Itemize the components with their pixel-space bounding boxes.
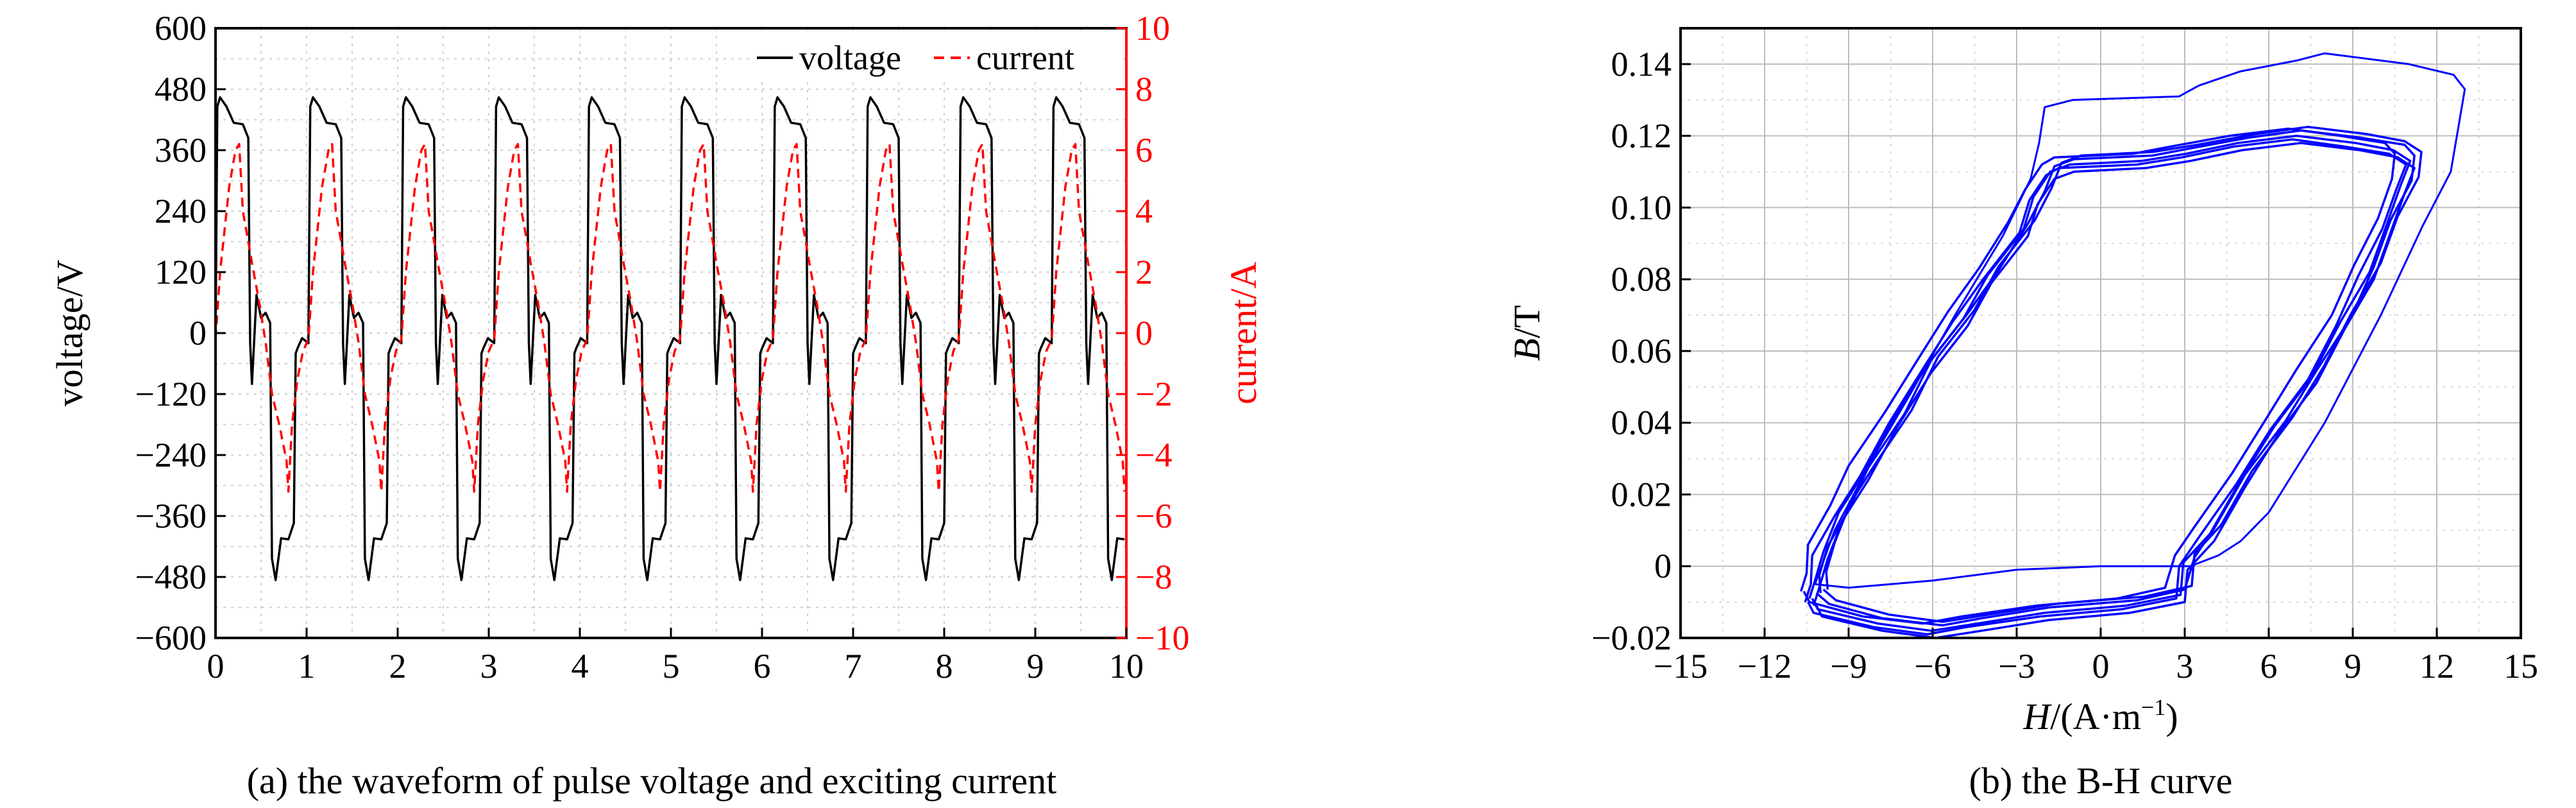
y2-tick-label: 6 [1135, 131, 1153, 169]
x-tick-label: −9 [1830, 647, 1867, 685]
bh-loop [1815, 129, 2416, 627]
y2-tick-label: 8 [1135, 70, 1153, 108]
x-tick-label: 9 [2344, 647, 2362, 685]
y2-tick-label: −10 [1135, 619, 1189, 657]
bh-loop [1812, 142, 2416, 639]
y2-tick-label: −6 [1135, 497, 1172, 535]
y-tick-label: −600 [135, 619, 207, 657]
chart-b-y-ticks: 0.14 0.12 0.10 0.08 0.06 0.04 0.02 0 −0.02 [1591, 45, 1691, 657]
bh-curve [1800, 52, 2466, 639]
y-tick-label: 0 [1654, 547, 1672, 585]
chart-a-y2-axis-label: current/A [1223, 262, 1264, 404]
y-tick-label: 360 [155, 131, 207, 169]
y-tick-label: 120 [155, 253, 207, 291]
y2-tick-label: −4 [1135, 436, 1172, 474]
y-tick-label: 0.12 [1611, 117, 1672, 155]
chart-b-x-ticks: −15 −12 −9 −6 −3 0 3 6 9 12 15 [1654, 628, 2538, 685]
y-tick-label: −0.02 [1591, 619, 1672, 657]
current-series [214, 142, 1126, 493]
y-tick-label: −120 [135, 375, 207, 413]
chart-b-y-var: B [1506, 338, 1548, 361]
y2-tick-label: 0 [1135, 314, 1153, 352]
voltage-series [214, 96, 1125, 581]
bh-outer-loop [1814, 52, 2466, 589]
x-tick-label: 0 [2092, 647, 2110, 685]
y-tick-label: 0 [189, 314, 207, 352]
x-tick-label: 0 [207, 647, 225, 685]
legend-voltage-label: voltage [799, 39, 901, 77]
x-tick-label: 12 [2419, 647, 2454, 685]
chart-b-y-unit: /T [1506, 305, 1548, 339]
bh-loop [1800, 127, 2396, 625]
chart-b-y-axis-label: B/T [1506, 305, 1548, 361]
x-tick-label: 9 [1027, 647, 1044, 685]
x-tick-label: 3 [480, 647, 498, 685]
chart-b-x-var: H [2022, 696, 2052, 737]
chart-a-y2-ticks: 10 8 6 4 2 0 −2 −4 −6 −8 −10 [1116, 9, 1189, 657]
x-tick-label: 6 [754, 647, 771, 685]
x-tick-label: 8 [936, 647, 953, 685]
chart-b-x-close: ) [2165, 696, 2178, 737]
x-tick-label: 10 [1109, 647, 1144, 685]
current-line [214, 142, 1126, 493]
x-tick-label: 5 [663, 647, 680, 685]
chart-a-x-ticks: 0 1 2 3 4 5 6 7 8 9 10 [207, 628, 1144, 685]
y-tick-label: 0.10 [1611, 188, 1672, 227]
chart-b-x-sup: −1 [2141, 694, 2165, 720]
y-tick-label: 0.14 [1611, 45, 1672, 83]
legend-current-label: current [976, 39, 1074, 77]
y-tick-label: −360 [135, 497, 207, 535]
y-tick-label: 600 [155, 9, 207, 47]
y-tick-label: 0.08 [1611, 260, 1672, 298]
y2-tick-label: 4 [1135, 192, 1153, 230]
chart-a: 0 1 2 3 4 5 6 7 8 9 10 6004803602401200−120−240−36… [49, 9, 1264, 802]
chart-a-y-ticks: 600 480 360 240 120 0 −120 −240 −360 −480 −600 [135, 9, 226, 657]
chart-b-x-unit: /(A·m [2050, 696, 2141, 737]
chart-a-caption: (a) the waveform of pulse voltage and ex… [247, 760, 1057, 802]
y-tick-label: −240 [135, 436, 207, 474]
y-tick-label: 0.06 [1611, 332, 1672, 370]
chart-a-y-axis-label: voltage/V [49, 260, 90, 407]
bh-loop [1804, 138, 2407, 636]
voltage-line [214, 96, 1125, 581]
y-tick-label: 0.02 [1611, 475, 1672, 513]
chart-a-grid [216, 28, 1126, 638]
x-tick-label: −15 [1654, 647, 1707, 685]
x-tick-label: 15 [2504, 647, 2538, 685]
x-tick-label: −3 [1998, 647, 2035, 685]
y2-tick-label: −2 [1135, 375, 1172, 413]
y-tick-label: 0.04 [1611, 404, 1672, 442]
bh-loop [1822, 125, 2423, 623]
x-tick-label: 1 [298, 647, 316, 685]
y-tick-label: 480 [155, 70, 207, 108]
y-tick-label: −480 [135, 558, 207, 596]
x-tick-label: 6 [2260, 647, 2278, 685]
x-tick-label: 4 [572, 647, 589, 685]
x-tick-label: 3 [2176, 647, 2194, 685]
x-tick-label: 7 [845, 647, 862, 685]
y2-tick-label: 2 [1135, 253, 1153, 291]
chart-a-legend: voltage current [750, 33, 1123, 80]
y2-tick-label: −8 [1135, 558, 1172, 596]
chart-b: −15 −12 −9 −6 −3 0 3 6 9 12 15 0.14 0.12 0.10 0.08 0.0… [1506, 27, 2538, 802]
y2-tick-label: 10 [1135, 9, 1170, 47]
x-tick-label: −12 [1738, 647, 1792, 685]
chart-b-caption: (b) the B-H curve [1969, 760, 2233, 802]
x-tick-label: 2 [389, 647, 407, 685]
x-tick-label: −6 [1914, 647, 1951, 685]
y-tick-label: 240 [155, 192, 207, 230]
chart-b-grid [1681, 28, 2521, 638]
chart-b-x-axis-label: H/(A·m−1) [2022, 694, 2178, 737]
bh-loop [1808, 134, 2412, 632]
